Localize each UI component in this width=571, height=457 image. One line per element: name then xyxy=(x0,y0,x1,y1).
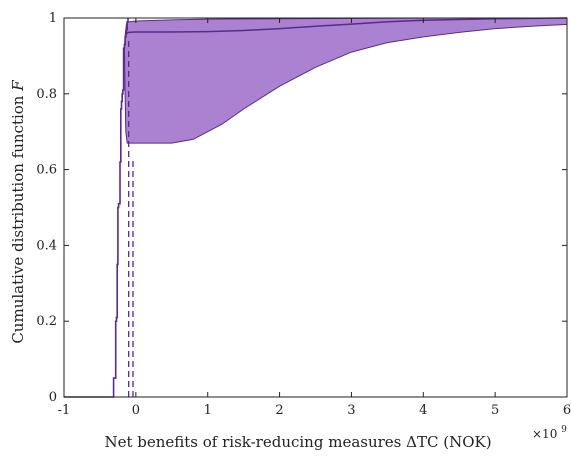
x-axis-exponent: ×10 9 xyxy=(532,425,567,441)
y-tick-label: 0.2 xyxy=(36,314,57,329)
y-tick-label: 1 xyxy=(49,11,57,26)
x-tick-label: 2 xyxy=(275,403,283,418)
y-tick-label: 0.8 xyxy=(36,87,57,102)
x-tick-label: 1 xyxy=(204,403,212,418)
confidence-band xyxy=(123,17,568,144)
plot-area xyxy=(64,17,568,398)
x-axis-exponent-base: ×10 xyxy=(532,427,557,441)
x-tick-label: 4 xyxy=(419,403,427,418)
x-tick-label: 0 xyxy=(132,403,140,418)
y-axis-label-text: Cumulative distribution function xyxy=(9,95,27,343)
x-tick-label: 5 xyxy=(491,403,499,418)
step-cdf-series xyxy=(64,18,129,398)
mid-line-series xyxy=(124,17,568,36)
axes: -1 0 1 2 3 4 5 600.20.40.60.81 xyxy=(36,11,571,418)
x-axis-exponent-power: 9 xyxy=(561,425,567,435)
x-axis-label: Net benefits of risk-reducing measures Δ… xyxy=(104,433,491,451)
x-tick-label: 6 xyxy=(563,403,571,418)
axes-frame xyxy=(63,17,568,398)
y-axis-label-symbol: F xyxy=(9,80,27,92)
y-tick-label: 0.4 xyxy=(36,238,57,253)
y-tick-label: 0 xyxy=(49,390,57,405)
y-tick-label: 0.6 xyxy=(36,163,57,178)
x-tick-label: -1 xyxy=(58,403,71,418)
y-axis-label: Cumulative distribution function F xyxy=(9,80,27,344)
x-tick-label: 3 xyxy=(347,403,355,418)
